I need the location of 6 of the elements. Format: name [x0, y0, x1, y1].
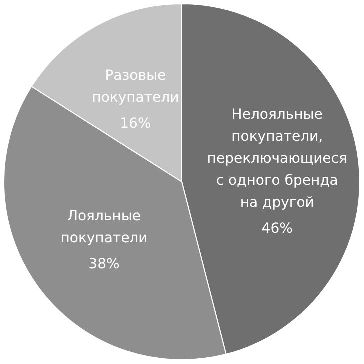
- slice-label: Нелояльные покупатели, переключающиеся с одного бренда на другой: [207, 106, 348, 211]
- data-label: 16%: [120, 116, 152, 132]
- slice-label: Лояльные покупатели: [60, 208, 148, 246]
- data-label: 46%: [262, 220, 293, 237]
- slice-label: Разовые покупатели: [92, 68, 180, 106]
- data-label: 38%: [88, 256, 120, 272]
